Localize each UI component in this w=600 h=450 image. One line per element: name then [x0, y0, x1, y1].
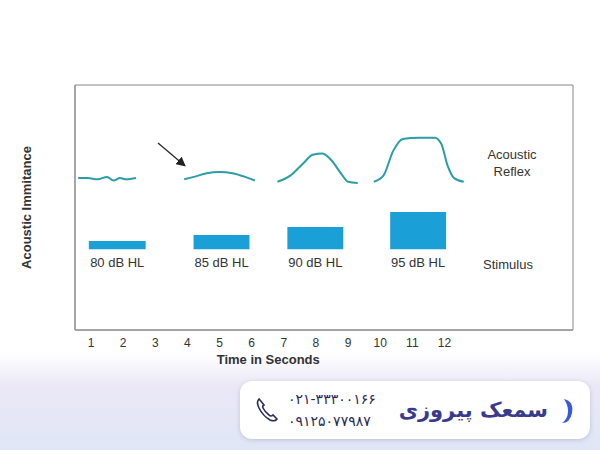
html-text:۰۹۱۲۵۰۷۷۹۸۷: ۰۹۱۲۵۰۷۷۹۸۷ [288, 413, 371, 429]
svg-text:Acoustic: Acoustic [487, 147, 537, 162]
svg-text:9: 9 [345, 336, 352, 350]
html-text:۰۲۱-۳۳۳۰۰۱۶۶: ۰۲۱-۳۳۳۰۰۱۶۶ [288, 391, 376, 407]
svg-text:6: 6 [248, 336, 255, 350]
svg-text:Stimulus: Stimulus [483, 257, 533, 272]
svg-text:2: 2 [120, 336, 127, 350]
svg-text:10: 10 [374, 336, 388, 350]
svg-text:11: 11 [406, 336, 419, 350]
svg-text:Reflex: Reflex [494, 164, 531, 179]
svg-text:4: 4 [184, 336, 191, 350]
svg-text:85 dB HL: 85 dB HL [194, 255, 248, 270]
svg-text:Time in Seconds: Time in Seconds [217, 352, 320, 367]
svg-text:3: 3 [152, 336, 159, 350]
svg-text:12: 12 [438, 336, 452, 350]
svg-text:1: 1 [88, 336, 95, 350]
svg-text:8: 8 [313, 336, 320, 350]
svg-text:80 dB HL: 80 dB HL [90, 255, 144, 270]
svg-text:Acoustic Immitance: Acoustic Immitance [19, 146, 34, 269]
svg-text:7: 7 [280, 336, 287, 350]
svg-text:5: 5 [216, 336, 223, 350]
svg-text:95 dB HL: 95 dB HL [391, 255, 445, 270]
html-text:سمعک پیروزی: سمعک پیروزی [398, 398, 548, 422]
svg-text:90 dB HL: 90 dB HL [288, 255, 342, 270]
